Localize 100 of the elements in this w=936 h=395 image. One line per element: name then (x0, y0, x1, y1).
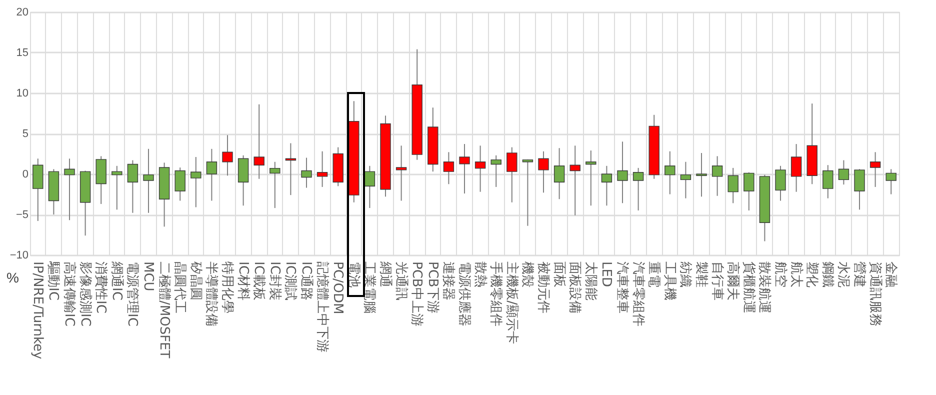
x-tick-label: 塑化 (804, 262, 820, 288)
candlestick (586, 150, 596, 206)
x-tick-label: 驅動IC (46, 260, 61, 300)
x-tick-label: 晶圓代工 (172, 262, 188, 314)
x-tick-label: 製鞋 (694, 262, 708, 288)
candlestick (190, 156, 202, 208)
candlestick (744, 172, 754, 211)
x-tick-label: 面板 (551, 262, 566, 288)
x-tick-label: 工具機 (662, 262, 677, 300)
x-tick-label: 被動元件 (536, 262, 550, 314)
x-tick-label: 機殼 (520, 262, 535, 288)
candlestick (854, 168, 865, 210)
candlestick (617, 141, 628, 204)
x-tick-label: 太陽能 (582, 262, 598, 300)
candlestick (270, 161, 280, 209)
y-tick-label: −10 (10, 250, 28, 262)
candlestick (775, 165, 786, 202)
candlestick (112, 165, 122, 210)
x-tick-label: 汽車零組件 (630, 262, 646, 326)
x-tick-label: 半導體設備 (204, 262, 219, 326)
x-tick-label: IC測試 (282, 262, 298, 300)
candlestick (254, 104, 264, 180)
x-tick-label: 特用化學 (220, 262, 234, 314)
candlestick (206, 148, 218, 202)
x-tick-label: 高爾夫 (725, 262, 742, 300)
candlestick (570, 145, 580, 216)
x-tick-label: 高速傳輸IC (62, 262, 78, 326)
y-tick-label: 0 (22, 168, 28, 180)
y-tick-label: 20 (16, 6, 28, 18)
candlestick (459, 144, 470, 194)
x-tick-label: 水泥 (836, 262, 851, 288)
x-tick-label: 電源管理IC (124, 262, 140, 326)
candlestick (728, 167, 738, 204)
candlestick (396, 145, 407, 202)
x-tick-label: 手機零組件 (488, 262, 504, 326)
x-tick-label: MCU (140, 262, 156, 292)
x-tick-label: LED (598, 262, 614, 287)
candlestick (664, 150, 676, 195)
candlestick (522, 158, 534, 226)
y-tick-label: 10 (16, 88, 28, 100)
candlestick (822, 164, 834, 199)
x-tick-label: 航空 (772, 262, 788, 288)
x-tick-label: IC載板 (251, 262, 266, 300)
candlestick (838, 160, 850, 186)
candlestick (601, 165, 612, 206)
x-tick-label: 電源供應器 (456, 262, 472, 326)
candlestick (174, 167, 186, 202)
x-tick-label: IC通路 (298, 262, 314, 300)
x-tick-label: 光通訊 (393, 262, 408, 300)
x-tick-label: 消費性IC (93, 262, 108, 314)
candlestick (490, 154, 502, 188)
x-tick-label: 記憶體上中下游 (314, 262, 330, 352)
x-tick-label: 連接器 (440, 262, 456, 300)
candlestick (474, 145, 486, 192)
x-tick-label: 散裝航運 (756, 262, 772, 314)
x-tick-label: 航太 (788, 262, 804, 288)
y-tick-label: −5 (16, 209, 28, 221)
candlestick (238, 154, 249, 206)
candlestick (632, 167, 644, 211)
x-tick-label: 紡織 (678, 262, 693, 288)
candlestick (680, 161, 692, 199)
candlestick (443, 152, 454, 185)
y-tick-label: 5 (22, 128, 28, 140)
x-tick-label: 網通 (378, 260, 392, 288)
candlestick (316, 150, 328, 188)
x-tick-label: PC/ODM (330, 262, 346, 314)
candlestick (554, 148, 565, 200)
x-tick-label: 金融 (883, 262, 898, 288)
y-tick-label: 15 (16, 47, 28, 59)
x-tick-label: 鋼鐵 (820, 262, 835, 288)
x-tick-label: 主機板/顯示卡 (504, 262, 520, 344)
x-tick-label: IP/NRE/Turnkey (30, 262, 45, 360)
x-tick-label: 矽晶圓 (188, 260, 203, 300)
x-tick-label: 散熱 (472, 262, 488, 288)
candlestick (538, 150, 549, 194)
candlestick (143, 148, 154, 214)
candlestick (127, 160, 138, 214)
candlestick (696, 152, 707, 198)
candlestick (222, 134, 233, 176)
y-axis-title: % (6, 270, 19, 286)
candlestick (506, 146, 518, 203)
x-tick-label: 面板設備 (567, 262, 582, 314)
x-tick-label: IC材料 (235, 262, 250, 300)
candlestick (790, 144, 802, 192)
candlestick (870, 152, 881, 188)
x-tick-label: 影像感測IC (77, 262, 92, 326)
x-tick-label: PCB下游 (424, 262, 440, 314)
candlestick (32, 158, 44, 222)
x-tick-label: PCB中上游 (409, 262, 424, 326)
x-tick-label: 營建 (852, 262, 866, 288)
x-tick-label: 汽車整車 (614, 262, 630, 314)
candlestick (301, 157, 312, 188)
x-tick-label: IC封裝 (266, 262, 282, 300)
x-tick-label: 自行車 (709, 262, 724, 300)
x-tick-label: 二極體/MOSFET (156, 262, 172, 358)
x-tick-label: 貨櫃航運 (740, 262, 756, 314)
x-tick-label: 資通訊服務 (867, 262, 882, 326)
x-tick-label: 重電 (646, 262, 662, 288)
x-tick-label: 網通IC (108, 260, 124, 300)
candlestick (364, 165, 376, 209)
